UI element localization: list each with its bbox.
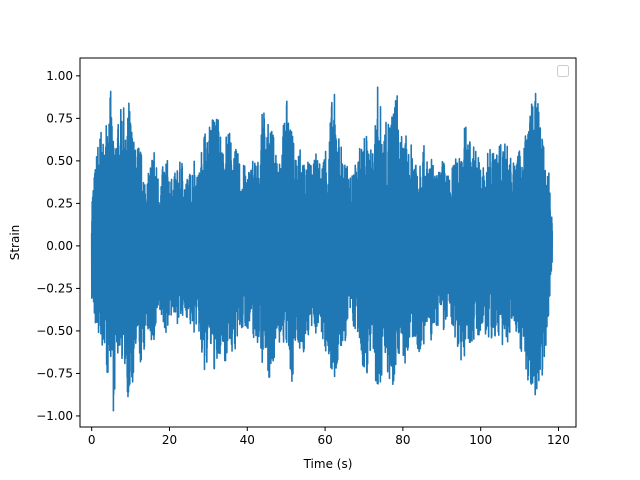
x-tick-label: 100 [469, 433, 492, 447]
y-tick-label: −0.50 [36, 324, 73, 338]
axes-frame [79, 57, 577, 428]
legend-box [557, 65, 569, 77]
x-tick-label: 0 [88, 433, 96, 447]
x-tick-label: 120 [547, 433, 570, 447]
y-tick-label: 1.00 [46, 69, 73, 83]
x-tick-label: 40 [240, 433, 255, 447]
x-tick-label: 60 [317, 433, 332, 447]
y-tick-label: 0.25 [46, 196, 73, 210]
y-tick-label: 0.50 [46, 154, 73, 168]
y-tick-label: −0.25 [36, 281, 73, 295]
y-tick-label: −1.00 [36, 409, 73, 423]
series-layer [90, 86, 554, 412]
x-tick-label: 20 [162, 433, 177, 447]
y-tick-label: 0.75 [46, 111, 73, 125]
y-tick-label: 0.00 [46, 239, 73, 253]
x-tick-label: 80 [395, 433, 410, 447]
y-axis-ticks: −1.00 −0.75 −0.50 −0.25 0.00 0.25 0.50 0.75 1.00 [36, 69, 80, 423]
y-axis-label: Strain [8, 225, 22, 261]
strain-series-line [90, 86, 554, 412]
x-axis-ticks: 0 20 40 60 80 100 120 [88, 427, 570, 447]
x-axis-label: Time (s) [303, 457, 353, 471]
y-tick-label: −0.75 [36, 366, 73, 380]
